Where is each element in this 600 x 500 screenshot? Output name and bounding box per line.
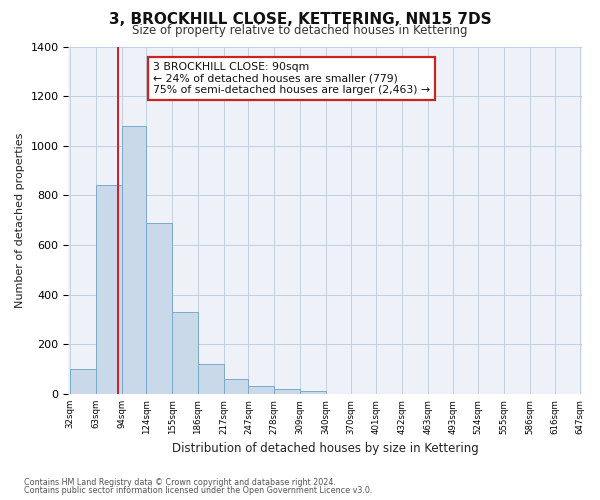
Y-axis label: Number of detached properties: Number of detached properties — [15, 132, 25, 308]
X-axis label: Distribution of detached houses by size in Kettering: Distribution of detached houses by size … — [172, 442, 479, 455]
Bar — [300, 392, 326, 394]
Text: Size of property relative to detached houses in Kettering: Size of property relative to detached ho… — [132, 24, 468, 37]
Text: Contains public sector information licensed under the Open Government Licence v3: Contains public sector information licen… — [24, 486, 373, 495]
Text: 3 BROCKHILL CLOSE: 90sqm
← 24% of detached houses are smaller (779)
75% of semi-: 3 BROCKHILL CLOSE: 90sqm ← 24% of detach… — [153, 62, 430, 96]
Bar — [146, 222, 172, 394]
Text: 3, BROCKHILL CLOSE, KETTERING, NN15 7DS: 3, BROCKHILL CLOSE, KETTERING, NN15 7DS — [109, 12, 491, 28]
Bar — [198, 364, 224, 394]
Bar — [274, 389, 300, 394]
Bar — [96, 186, 122, 394]
Bar — [172, 312, 198, 394]
Bar — [224, 379, 248, 394]
Bar — [248, 386, 274, 394]
Text: Contains HM Land Registry data © Crown copyright and database right 2024.: Contains HM Land Registry data © Crown c… — [24, 478, 336, 487]
Bar — [122, 126, 146, 394]
Bar — [70, 369, 96, 394]
